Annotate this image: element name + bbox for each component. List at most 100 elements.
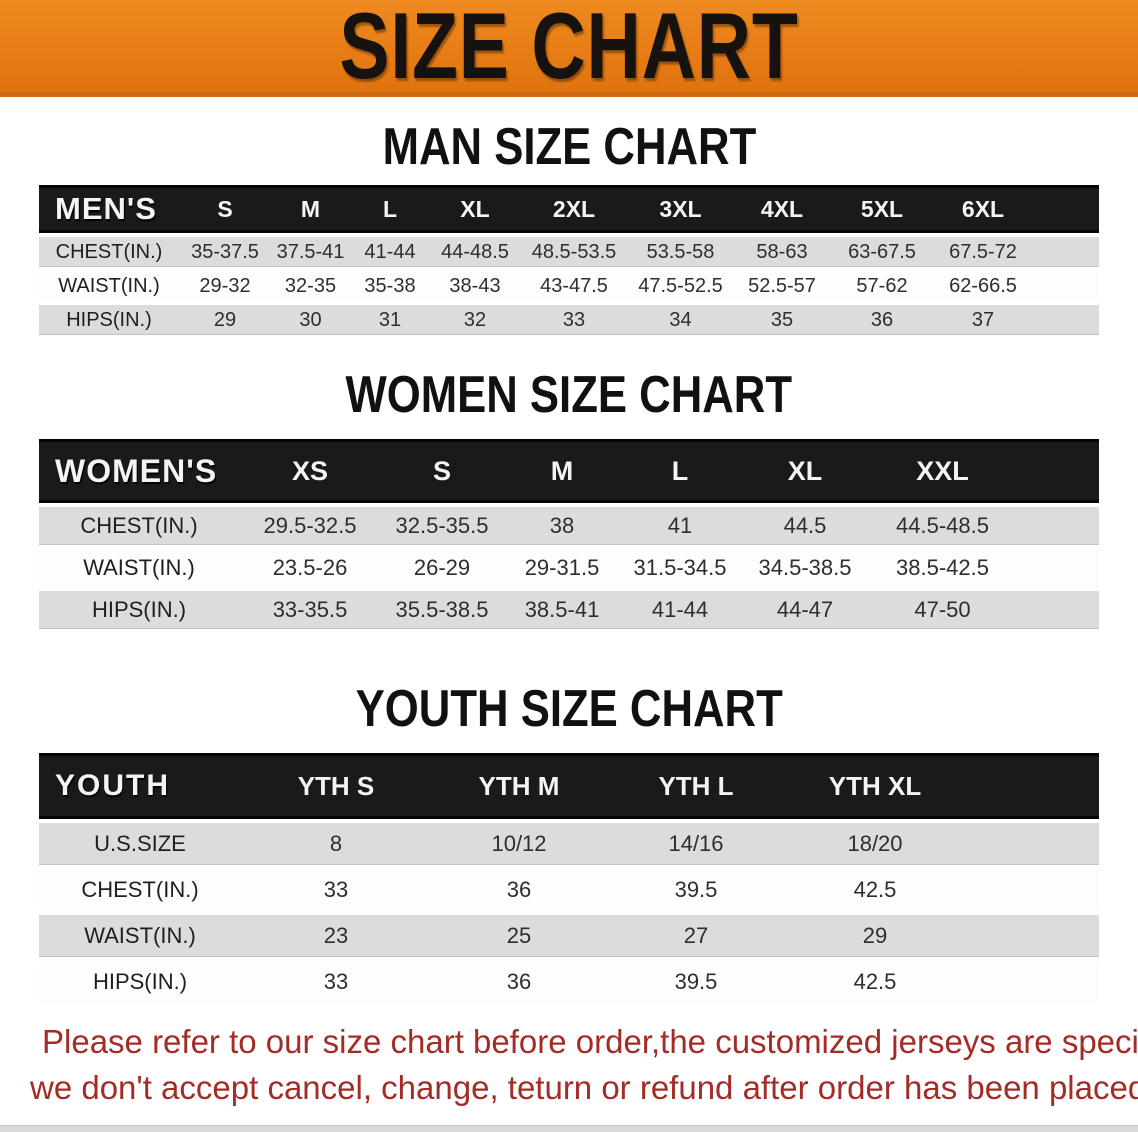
women-section-heading: WOMEN SIZE CHART bbox=[0, 367, 1138, 423]
size-value: 35-38 bbox=[364, 274, 416, 297]
column-header: L bbox=[621, 439, 739, 503]
spacer-cell bbox=[965, 915, 1099, 957]
spacer-cell bbox=[1033, 305, 1099, 335]
size-chart-banner: SIZE CHART bbox=[0, 0, 1138, 97]
youth-heading-text: YOUTH SIZE CHART bbox=[355, 680, 783, 738]
column-header: S bbox=[381, 439, 503, 503]
size-value: 57-62 bbox=[856, 274, 908, 297]
size-value: 58-63 bbox=[733, 237, 831, 267]
column-header: M bbox=[503, 439, 621, 503]
disclaimer-line-1: Please refer to our size chart before or… bbox=[42, 1023, 1138, 1060]
column-header: YTH XL bbox=[785, 753, 965, 819]
size-value: 38-43 bbox=[449, 274, 501, 297]
size-value: 53.5-58 bbox=[628, 237, 733, 267]
size-value: 47.5-52.5 bbox=[638, 274, 723, 297]
table-row: CHEST(IN.) 33 36 39.5 42.5 bbox=[39, 869, 1099, 911]
row-label: CHEST(IN.) bbox=[81, 877, 199, 902]
column-header: YTH S bbox=[241, 753, 431, 819]
youth-section-heading: YOUTH SIZE CHART bbox=[0, 681, 1138, 737]
size-value: 44-47 bbox=[739, 591, 871, 629]
size-value: 36 bbox=[506, 969, 532, 994]
table-row: CHEST(IN.) 35-37.5 37.5-41 41-44 44-48.5… bbox=[39, 237, 1099, 267]
size-value: 26-29 bbox=[413, 555, 471, 580]
spacer-cell bbox=[965, 869, 1099, 911]
spacer-cell bbox=[965, 961, 1099, 1003]
size-value: 14/16 bbox=[607, 823, 785, 865]
row-label: HIPS(IN.) bbox=[39, 591, 239, 629]
size-value: 29.5-32.5 bbox=[239, 507, 381, 545]
row-label: HIPS(IN.) bbox=[39, 305, 179, 335]
column-header: L bbox=[350, 185, 430, 233]
spacer-cell bbox=[965, 753, 1099, 819]
man-section-heading: MAN SIZE CHART bbox=[0, 119, 1138, 175]
size-value: 18/20 bbox=[785, 823, 965, 865]
table-row: HIPS(IN.) 29 30 31 32 33 34 35 36 37 bbox=[39, 305, 1099, 335]
size-value: 36 bbox=[831, 305, 933, 335]
row-label: WAIST(IN.) bbox=[58, 274, 160, 297]
column-header: 5XL bbox=[831, 185, 933, 233]
size-value: 37 bbox=[933, 305, 1033, 335]
youth-table-title: YOUTH bbox=[39, 753, 241, 819]
women-heading-text: WOMEN SIZE CHART bbox=[345, 366, 793, 424]
mens-header-row: MEN'S S M L XL 2XL 3XL 4XL 5XL 6XL bbox=[39, 185, 1099, 233]
size-value: 25 bbox=[431, 915, 607, 957]
size-value: 35 bbox=[733, 305, 831, 335]
column-header: XL bbox=[430, 185, 520, 233]
column-header: 3XL bbox=[628, 185, 733, 233]
column-header: XXL bbox=[871, 439, 1014, 503]
size-value: 10/12 bbox=[431, 823, 607, 865]
size-value: 41-44 bbox=[350, 237, 430, 267]
size-value: 42.5 bbox=[853, 969, 897, 994]
mens-size-table: MEN'S S M L XL 2XL 3XL 4XL 5XL 6XL CHEST… bbox=[39, 181, 1099, 339]
column-header: 6XL bbox=[933, 185, 1033, 233]
table-row: WAIST(IN.) 29-32 32-35 35-38 38-43 43-47… bbox=[39, 271, 1099, 301]
size-value: 33-35.5 bbox=[239, 591, 381, 629]
bottom-edge-strip bbox=[0, 1125, 1138, 1132]
size-value: 47-50 bbox=[871, 591, 1014, 629]
table-row: WAIST(IN.) 23.5-26 26-29 29-31.5 31.5-34… bbox=[39, 549, 1099, 587]
size-value: 34.5-38.5 bbox=[758, 555, 852, 580]
size-value: 38.5-41 bbox=[503, 591, 621, 629]
spacer-cell bbox=[965, 823, 1099, 865]
size-value: 32-35 bbox=[284, 274, 337, 297]
spacer-cell bbox=[1033, 237, 1099, 267]
disclaimer-line-2: we don't accept cancel, change, teturn o… bbox=[30, 1069, 1138, 1106]
size-value: 39.5 bbox=[674, 969, 718, 994]
size-value: 29 bbox=[785, 915, 965, 957]
table-row: HIPS(IN.) 33-35.5 35.5-38.5 38.5-41 41-4… bbox=[39, 591, 1099, 629]
column-header: S bbox=[179, 185, 271, 233]
size-value: 48.5-53.5 bbox=[520, 237, 628, 267]
size-value: 67.5-72 bbox=[933, 237, 1033, 267]
youth-header-row: YOUTH YTH S YTH M YTH L YTH XL bbox=[39, 753, 1099, 819]
spacer-cell bbox=[1033, 185, 1099, 233]
size-value: 29-31.5 bbox=[524, 555, 600, 580]
size-value: 37.5-41 bbox=[271, 237, 350, 267]
size-value: 52.5-57 bbox=[748, 274, 816, 297]
row-label: CHEST(IN.) bbox=[39, 507, 239, 545]
size-value: 34 bbox=[628, 305, 733, 335]
size-value: 35.5-38.5 bbox=[381, 591, 503, 629]
column-header: XL bbox=[739, 439, 871, 503]
size-value: 44.5 bbox=[739, 507, 871, 545]
column-header: XS bbox=[239, 439, 381, 503]
womens-table-title: WOMEN'S bbox=[39, 439, 239, 503]
row-label: WAIST(IN.) bbox=[39, 915, 241, 957]
column-header: 2XL bbox=[520, 185, 628, 233]
size-value: 41 bbox=[621, 507, 739, 545]
size-value: 31 bbox=[350, 305, 430, 335]
size-value: 8 bbox=[241, 823, 431, 865]
womens-header-row: WOMEN'S XS S M L XL XXL bbox=[39, 439, 1099, 503]
table-row: U.S.SIZE 8 10/12 14/16 18/20 bbox=[39, 823, 1099, 865]
mens-table-title: MEN'S bbox=[39, 185, 179, 233]
womens-size-table: WOMEN'S XS S M L XL XXL CHEST(IN.) 29.5-… bbox=[39, 435, 1099, 633]
column-header: M bbox=[271, 185, 350, 233]
size-value: 23.5-26 bbox=[272, 555, 348, 580]
column-header: YTH M bbox=[431, 753, 607, 819]
row-label: WAIST(IN.) bbox=[83, 555, 195, 580]
spacer-cell bbox=[1014, 549, 1099, 587]
size-value: 44-48.5 bbox=[430, 237, 520, 267]
size-value: 23 bbox=[241, 915, 431, 957]
size-value: 36 bbox=[506, 877, 532, 902]
size-value: 63-67.5 bbox=[831, 237, 933, 267]
size-value: 41-44 bbox=[621, 591, 739, 629]
